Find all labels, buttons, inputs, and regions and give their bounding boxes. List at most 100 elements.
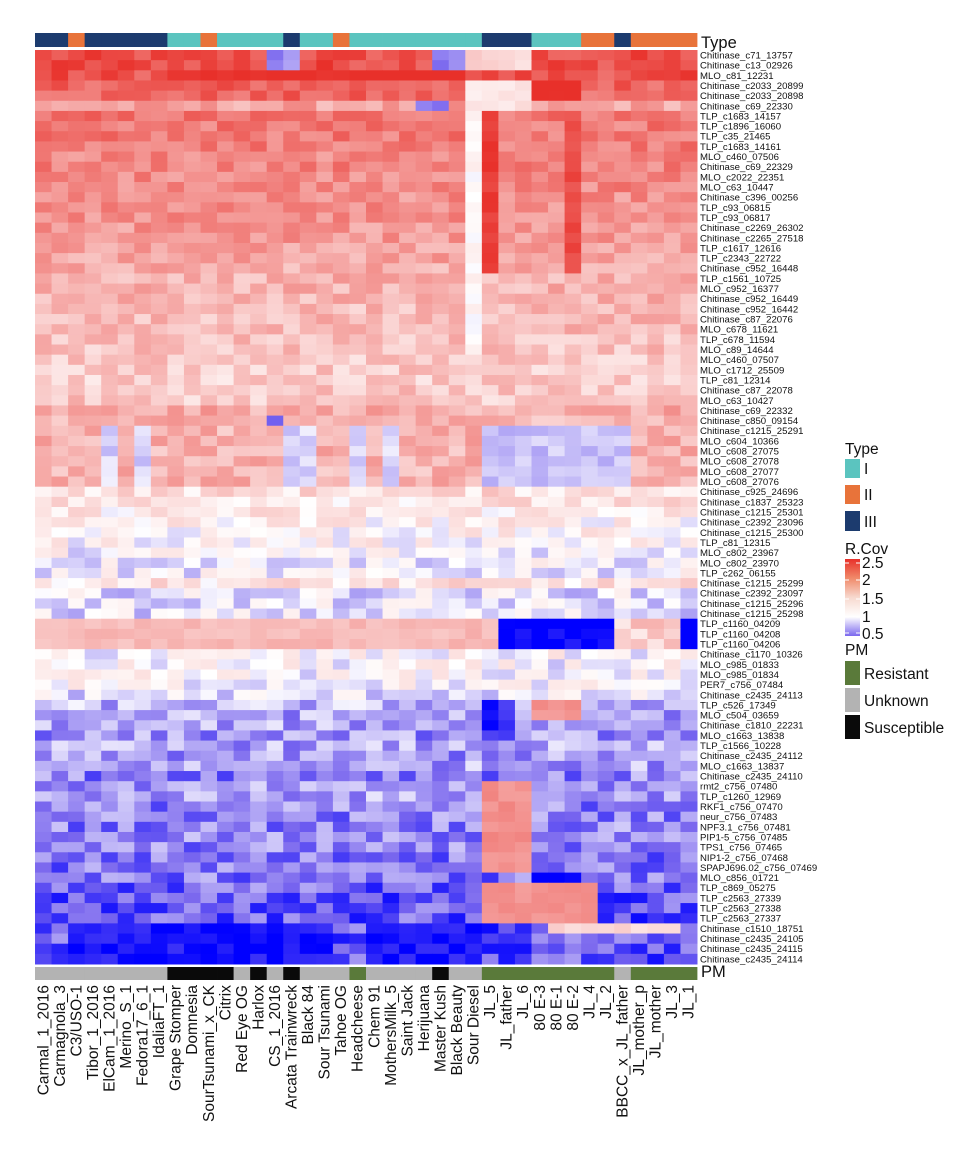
heat-cell: [415, 923, 433, 935]
heat-cell: [316, 771, 334, 782]
heat-cell: [84, 537, 102, 549]
heat-cell: [332, 90, 350, 102]
heat-cell: [581, 60, 599, 71]
heat-cell: [68, 486, 86, 498]
heat-cell: [415, 253, 433, 264]
heat-cell: [150, 395, 168, 406]
heat-cell: [581, 517, 599, 528]
heat-cell: [630, 334, 648, 346]
heat-cell: [349, 760, 367, 772]
heat-cell: [564, 293, 582, 305]
heat-cell: [283, 182, 301, 193]
heat-cell: [332, 476, 350, 488]
heat-cell: [448, 364, 466, 376]
heat-cell: [299, 639, 317, 650]
heat-cell: [564, 202, 582, 213]
heat-cell: [448, 283, 466, 295]
heat-cell: [448, 110, 466, 122]
heat-cell: [399, 913, 417, 924]
heat-cell: [382, 669, 400, 681]
heat-cell: [465, 364, 483, 376]
heat-cell: [448, 507, 466, 518]
heat-cell: [134, 456, 152, 467]
heat-cell: [68, 872, 86, 884]
heat-cell: [316, 151, 334, 163]
heat-cell: [564, 405, 582, 417]
heat-cell: [299, 953, 317, 965]
heat-cell: [167, 425, 185, 437]
heat-cell: [283, 50, 301, 61]
heat-cell: [35, 750, 53, 762]
heat-cell: [366, 740, 384, 752]
heat-cell: [548, 70, 566, 81]
heat-cell: [531, 60, 549, 71]
heat-cell: [432, 425, 450, 437]
heat-cell: [564, 730, 582, 742]
heat-cell: [531, 141, 549, 153]
heat-cell: [167, 953, 185, 965]
heat-cell: [200, 811, 218, 823]
heat-cell: [167, 618, 185, 630]
heat-cell: [597, 598, 615, 610]
heat-cell: [134, 882, 152, 894]
heat-cell: [498, 131, 516, 142]
heat-cell: [134, 862, 152, 874]
heat-cell: [481, 232, 499, 244]
heat-cell: [498, 507, 516, 518]
heat-cell: [35, 222, 53, 234]
heat-cell: [117, 659, 135, 670]
heat-cell: [366, 507, 384, 518]
heat-cell: [51, 354, 69, 366]
heat-cell: [68, 821, 86, 833]
heat-cell: [514, 527, 532, 538]
heat-cell: [349, 344, 367, 356]
heat-cell: [316, 242, 334, 254]
heat-cell: [415, 395, 433, 406]
heat-cell: [233, 253, 251, 264]
heat-cell: [399, 263, 417, 274]
heat-cell: [167, 791, 185, 803]
heat-cell: [415, 425, 433, 437]
heat-cell: [283, 588, 301, 599]
heat-cell: [299, 395, 317, 406]
heat-cell: [597, 253, 615, 264]
heat-cell: [183, 466, 201, 478]
heat-cell: [332, 253, 350, 264]
heat-cell: [663, 100, 681, 112]
heat-cell: [663, 933, 681, 945]
heat-cell: [382, 324, 400, 335]
heat-cell: [332, 608, 350, 620]
heat-cell: [349, 141, 367, 153]
heat-cell: [514, 628, 532, 640]
heat-cell: [432, 669, 450, 681]
heat-cell: [266, 273, 284, 285]
heat-cell: [183, 212, 201, 224]
heat-cell: [432, 710, 450, 721]
heat-cell: [680, 486, 698, 498]
heat-cell: [134, 903, 152, 914]
heat-cell: [217, 588, 235, 599]
heat-cell: [101, 760, 119, 772]
heat-cell: [514, 395, 532, 406]
heat-cell: [217, 425, 235, 437]
heat-cell: [581, 639, 599, 650]
heat-cell: [399, 50, 417, 61]
heat-cell: [349, 588, 367, 599]
type-cell-jl-6: [514, 33, 532, 47]
heat-cell: [531, 476, 549, 488]
heat-cell: [663, 659, 681, 670]
heat-cell: [35, 486, 53, 498]
heat-cell: [514, 639, 532, 650]
heat-cell: [233, 314, 251, 325]
column-label-c3-uso-1: C3/USO-1: [68, 985, 85, 1057]
heat-cell: [332, 374, 350, 386]
heat-cell: [150, 933, 168, 945]
heat-cell: [200, 50, 218, 61]
type-cell-harlox: [250, 33, 268, 47]
type-cell-saint-jack: [399, 33, 417, 47]
heat-cell: [465, 334, 483, 346]
heat-cell: [432, 232, 450, 244]
heat-cell: [663, 50, 681, 61]
heat-cell: [614, 415, 632, 427]
heat-cell: [548, 547, 566, 559]
